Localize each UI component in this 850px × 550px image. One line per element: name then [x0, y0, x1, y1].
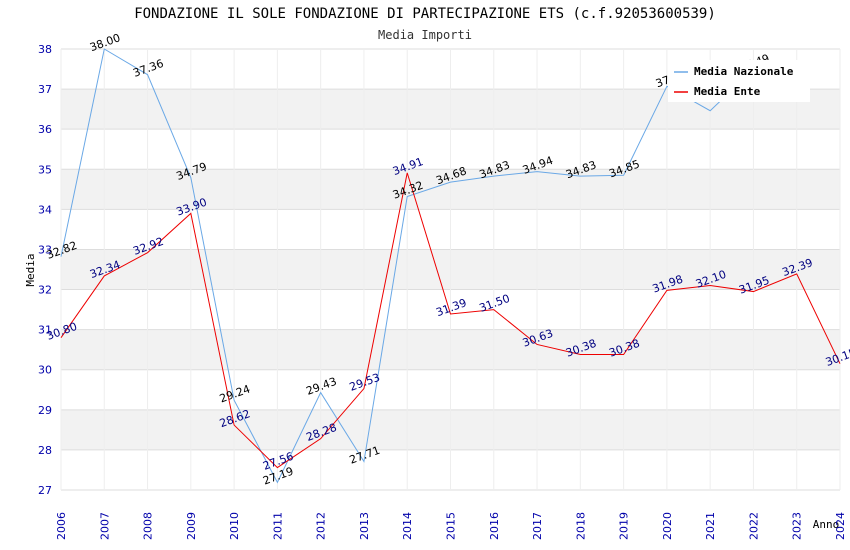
legend: Media Nazionale Media Ente [668, 60, 810, 102]
y-tick-label: 34 [38, 203, 52, 216]
y-tick-label: 28 [38, 444, 52, 457]
x-tick-label: 2006 [55, 512, 68, 540]
x-tick-label: 2022 [747, 512, 760, 540]
x-axis-label: Anno [813, 518, 840, 531]
x-tick-labels: 2006 2007 2008 2009 2010 2011 2012 2013 2014 2015… [55, 512, 847, 540]
y-tick-label: 38 [38, 43, 52, 56]
x-tick-label: 2010 [228, 512, 241, 540]
x-tick-label: 2020 [661, 512, 674, 540]
y-axis-label: Media [24, 253, 37, 286]
legend-label-media-ente: Media Ente [694, 85, 761, 98]
y-tick-label: 30 [38, 364, 52, 377]
x-tick-label: 2021 [704, 512, 717, 540]
series-lines [60, 48, 841, 484]
x-tick-label: 2018 [574, 512, 587, 540]
y-tick-label: 27 [38, 484, 52, 497]
x-tick-label: 2008 [142, 512, 155, 540]
legend-label-media-nazionale: Media Nazionale [694, 65, 794, 78]
x-tick-label: 2019 [618, 512, 631, 540]
legend-box [668, 60, 810, 102]
series-line-media-ente [60, 172, 841, 469]
x-tick-label: 2014 [401, 512, 414, 540]
x-tick-label: 2015 [445, 512, 458, 540]
x-tick-label: 2017 [531, 512, 544, 540]
x-tick-label: 2016 [488, 512, 501, 540]
y-tick-label: 35 [38, 163, 52, 176]
y-tick-label: 37 [38, 83, 52, 96]
chart-title: FONDAZIONE IL SOLE FONDAZIONE DI PARTECI… [134, 6, 716, 22]
x-tick-label: 2011 [271, 512, 284, 540]
x-tick-label: 2024 [834, 512, 847, 540]
y-tick-labels: 27 28 29 30 31 32 33 34 35 36 37 38 [38, 43, 52, 497]
grid-lines [60, 48, 841, 491]
chart-subtitle: Media Importi [378, 28, 472, 42]
x-tick-label: 2009 [185, 512, 198, 540]
x-tick-label: 2007 [98, 512, 111, 540]
x-tick-label: 2013 [358, 512, 371, 540]
y-tick-label: 32 [38, 284, 52, 297]
y-tick-label: 33 [38, 243, 52, 256]
y-tick-label: 31 [38, 324, 52, 337]
series-line-media-nazionale [60, 48, 754, 484]
x-tick-label: 2012 [315, 512, 328, 540]
x-tick-label: 2023 [791, 512, 804, 540]
y-tick-label: 29 [38, 404, 52, 417]
y-tick-label: 36 [38, 123, 52, 136]
